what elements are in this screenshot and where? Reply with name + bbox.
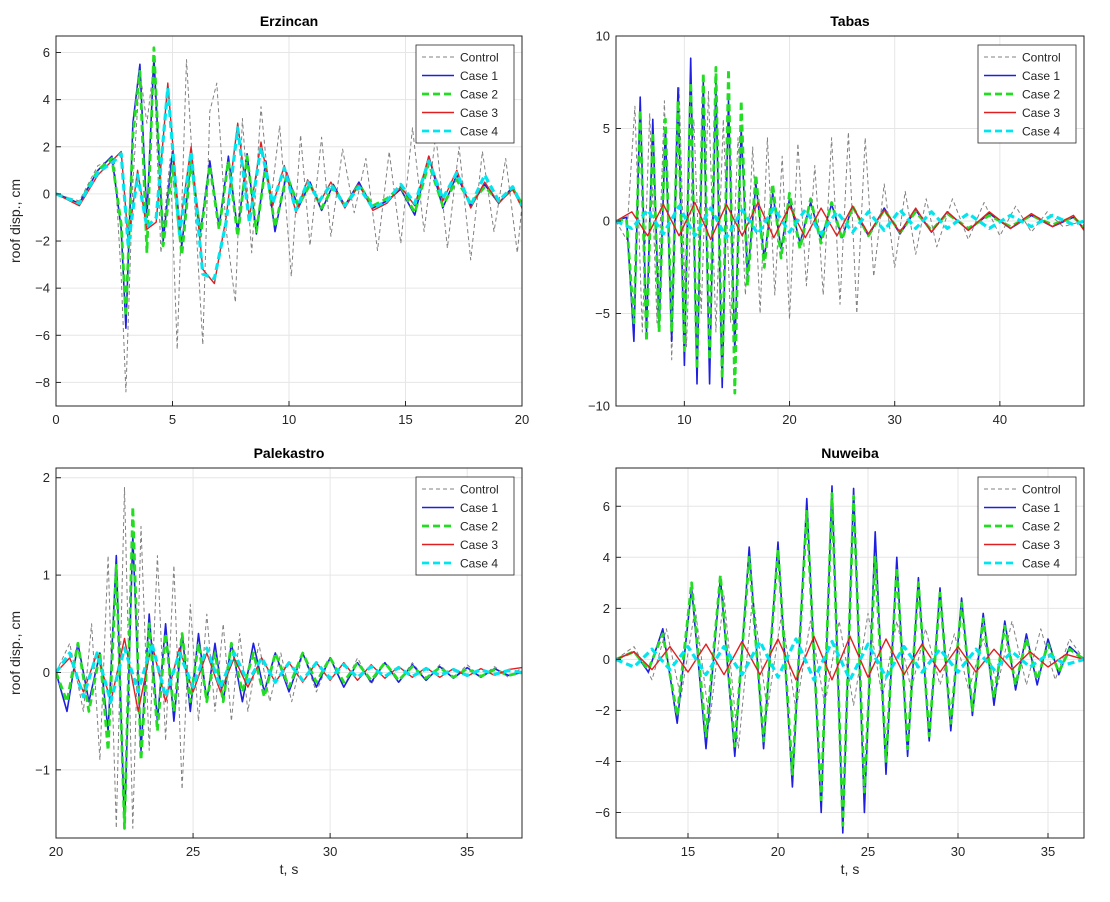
panel-nuweiba-legend: Control Case 1 Case 2 Case 3 Case 4	[978, 477, 1076, 575]
panel-palekastro-x-tick-label: 25	[186, 844, 200, 859]
panel-palekastro-x-tick-label: 20	[49, 844, 63, 859]
panel-tabas-legend-label-case-4: Case 4	[1022, 125, 1060, 139]
panel-erzincan-y-tick-label: −2	[35, 234, 50, 249]
panel-tabas-y-tick-label: 10	[596, 29, 610, 44]
panel-tabas-y-tick-label: 0	[603, 214, 610, 229]
panel-palekastro-title: Palekastro	[254, 445, 325, 461]
panel-erzincan-legend-label-case-2: Case 2	[460, 88, 498, 102]
panel-nuweiba-x-tick-label: 25	[861, 844, 875, 859]
panel-palekastro-legend-label-case-2: Case 2	[460, 520, 498, 534]
panel-nuweiba: 15 20 25 30 35 −6 −4 −2 0 2 4 6 Nuweiba t, s Control Ca…	[595, 445, 1084, 877]
panel-palekastro-y-axis-label: roof disp., cm	[7, 611, 23, 695]
panel-erzincan-y-tick-label: −6	[35, 328, 50, 343]
panel-palekastro-x-tick-label: 35	[460, 844, 474, 859]
panel-palekastro-legend-label-case-1: Case 1	[460, 501, 498, 515]
panel-erzincan-x-tick-label: 0	[52, 412, 59, 427]
panel-tabas-legend-label-case-2: Case 2	[1022, 88, 1060, 102]
panel-palekastro-y-tick-label: 0	[43, 665, 50, 680]
panel-palekastro-legend-label-case-3: Case 3	[460, 538, 498, 552]
panel-erzincan-y-tick-label: 0	[43, 186, 50, 201]
panel-palekastro-legend-label-case-4: Case 4	[460, 557, 498, 571]
panel-erzincan-legend-label-case-1: Case 1	[460, 69, 498, 83]
panel-palekastro-legend-label-control: Control	[460, 483, 499, 497]
panel-tabas-x-tick-label: 10	[677, 412, 691, 427]
panel-nuweiba-title: Nuweiba	[821, 445, 879, 461]
panel-tabas-legend-label-case-1: Case 1	[1022, 69, 1060, 83]
panel-tabas-title: Tabas	[830, 13, 870, 29]
panel-tabas-legend: Control Case 1 Case 2 Case 3 Case 4	[978, 45, 1076, 143]
panel-nuweiba-legend-label-case-4: Case 4	[1022, 557, 1060, 571]
panel-tabas: 10 20 30 40 −10 −5 0 5 10 Tabas Control Case 1 Case …	[588, 13, 1084, 427]
panel-nuweiba-legend-label-control: Control	[1022, 483, 1061, 497]
panel-tabas-x-tick-label: 40	[993, 412, 1007, 427]
panel-tabas-legend-label-control: Control	[1022, 51, 1061, 65]
panel-tabas-x-tick-label: 20	[782, 412, 796, 427]
panel-erzincan-y-tick-label: 4	[43, 92, 50, 107]
panel-erzincan-y-axis-label: roof disp., cm	[7, 179, 23, 263]
panel-tabas-legend-label-case-3: Case 3	[1022, 106, 1060, 120]
figure: 0 5 10 15 20 −8 −6 −4 −2 0 2 4 6 Erzincan roof disp., …	[0, 0, 1110, 897]
panel-erzincan-title: Erzincan	[260, 13, 318, 29]
panel-tabas-y-tick-label: −5	[595, 306, 610, 321]
panel-palekastro-y-tick-label: −1	[35, 762, 50, 777]
panel-nuweiba-y-tick-label: −4	[595, 754, 610, 769]
panel-erzincan-legend-label-case-3: Case 3	[460, 106, 498, 120]
panel-nuweiba-legend-label-case-2: Case 2	[1022, 520, 1060, 534]
panel-erzincan-legend-label-case-4: Case 4	[460, 125, 498, 139]
panel-palekastro: 20 25 30 35 −1 0 1 2 Palekastro t, s roof disp., c…	[7, 445, 522, 877]
panel-palekastro-y-tick-label: 1	[43, 568, 50, 583]
panel-erzincan-x-tick-label: 20	[515, 412, 529, 427]
panel-nuweiba-y-tick-label: 6	[603, 499, 610, 514]
panel-palekastro-legend: Control Case 1 Case 2 Case 3 Case 4	[416, 477, 514, 575]
panel-nuweiba-x-axis-label: t, s	[841, 861, 860, 877]
panel-tabas-x-tick-label: 30	[887, 412, 901, 427]
panel-erzincan-y-tick-label: 2	[43, 139, 50, 154]
panel-tabas-y-tick-label: 5	[603, 121, 610, 136]
panel-nuweiba-y-tick-label: 2	[603, 601, 610, 616]
panel-palekastro-x-tick-label: 30	[323, 844, 337, 859]
panel-erzincan-legend-label-control: Control	[460, 51, 499, 65]
panel-erzincan-x-tick-label: 10	[282, 412, 296, 427]
panel-erzincan-y-tick-label: −8	[35, 375, 50, 390]
panel-nuweiba-x-tick-label: 35	[1041, 844, 1055, 859]
panel-tabas-y-tick-label: −10	[588, 399, 610, 414]
panel-nuweiba-legend-label-case-1: Case 1	[1022, 501, 1060, 515]
panel-palekastro-y-tick-label: 2	[43, 470, 50, 485]
panel-nuweiba-x-tick-label: 30	[951, 844, 965, 859]
figure-svg: 0 5 10 15 20−8−6−4−20246Erzincanroof disp., …	[0, 0, 1110, 897]
panel-erzincan: 0 5 10 15 20 −8 −6 −4 −2 0 2 4 6 Erzincan roof disp., …	[7, 13, 529, 427]
panel-nuweiba-y-tick-label: 0	[603, 652, 610, 667]
panel-erzincan-y-tick-label: −4	[35, 281, 50, 296]
panel-nuweiba-y-tick-label: −6	[595, 805, 610, 820]
panel-erzincan-x-tick-label: 15	[398, 412, 412, 427]
panel-nuweiba-y-tick-label: −2	[595, 703, 610, 718]
panel-nuweiba-y-tick-label: 4	[603, 550, 610, 565]
panel-nuweiba-legend-label-case-3: Case 3	[1022, 538, 1060, 552]
panel-palekastro-x-axis-label: t, s	[280, 861, 299, 877]
panel-erzincan-y-tick-label: 6	[43, 45, 50, 60]
panel-nuweiba-x-tick-label: 20	[771, 844, 785, 859]
panel-erzincan-x-tick-label: 5	[169, 412, 176, 427]
panel-erzincan-legend: Control Case 1 Case 2 Case 3 Case 4	[416, 45, 514, 143]
panel-nuweiba-x-tick-label: 15	[681, 844, 695, 859]
